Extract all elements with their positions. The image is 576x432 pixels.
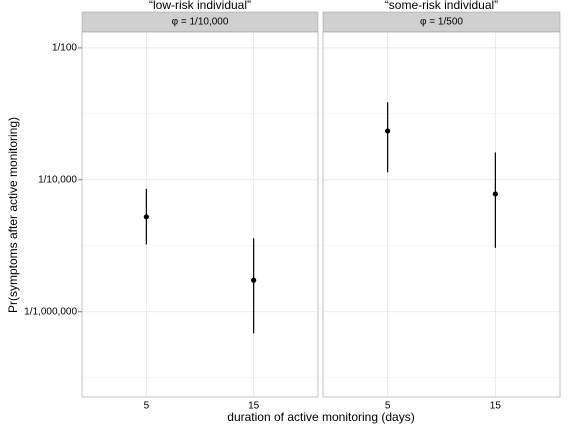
point: [492, 191, 498, 197]
point: [251, 277, 257, 283]
x-tick-label: 15: [248, 401, 260, 412]
facet-title: “some-risk individual”: [385, 0, 498, 12]
point: [385, 128, 391, 134]
facet-title: “low-risk individual”: [149, 0, 251, 12]
strip-label: φ = 1/10,000: [172, 17, 229, 28]
panel: [82, 32, 318, 397]
x-tick-label: 5: [144, 401, 150, 412]
panel: [323, 32, 560, 397]
strip-label: φ = 1/500: [420, 17, 463, 28]
x-tick-label: 5: [385, 401, 391, 412]
point: [143, 214, 149, 220]
panel-border: [81, 31, 319, 398]
y-tick-label: 1/100: [52, 43, 77, 54]
y-axis-title: Pr(symptoms after active monitoring): [6, 117, 20, 313]
y-tick-label: 1/10,000: [38, 174, 77, 185]
x-axis-title: duration of active monitoring (days): [227, 410, 414, 424]
y-tick-label: 1/1,000,000: [24, 306, 77, 317]
panel-border: [322, 31, 561, 398]
x-tick-label: 15: [490, 401, 502, 412]
